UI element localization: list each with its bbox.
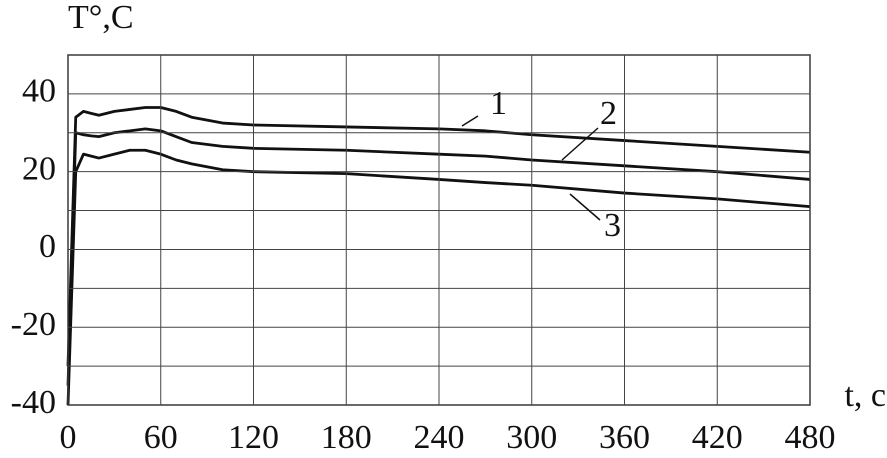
- y-tick-label: -20: [11, 306, 56, 343]
- series-line: [66, 106, 811, 367]
- x-tick-label: 240: [414, 419, 465, 456]
- series-line: [66, 127, 811, 386]
- x-axis-label: t, c: [844, 377, 886, 414]
- x-tick-label: 180: [321, 419, 372, 456]
- x-tick-label: 360: [599, 419, 650, 456]
- y-tick-label: 0: [39, 228, 56, 265]
- curve-label: 1: [490, 85, 507, 122]
- series-line: [66, 148, 811, 406]
- y-tick-label: 20: [22, 150, 56, 187]
- curve-label: 3: [604, 207, 621, 244]
- x-tick-label: 120: [228, 419, 279, 456]
- x-tick-label: 60: [144, 419, 178, 456]
- x-tick-label: 420: [692, 419, 743, 456]
- y-tick-label: -40: [11, 384, 56, 421]
- x-tick-label: 300: [506, 419, 557, 456]
- leader-line: [569, 193, 601, 221]
- y-axis-label: T°,C: [68, 0, 134, 36]
- leader-line: [561, 127, 599, 161]
- y-tick-label: 40: [22, 73, 56, 110]
- x-tick-label: 480: [785, 419, 836, 456]
- leader-line: [461, 115, 479, 127]
- x-tick-label: 0: [60, 419, 77, 456]
- leaders: [461, 115, 601, 221]
- curve-label: 2: [600, 95, 617, 132]
